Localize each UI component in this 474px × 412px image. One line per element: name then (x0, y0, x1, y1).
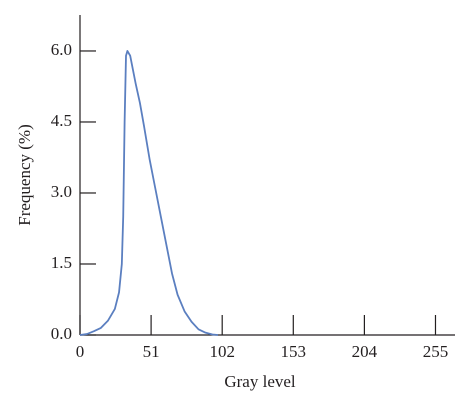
x-axis-label: Gray level (224, 372, 296, 391)
y-tick-label: 0.0 (51, 324, 72, 343)
x-tick-label: 255 (423, 342, 449, 361)
y-tick-label: 3.0 (51, 182, 72, 201)
x-tick-label: 0 (76, 342, 85, 361)
line-series (79, 50, 219, 336)
y-tick-label: 4.5 (51, 111, 72, 130)
x-tick-label: 153 (281, 342, 307, 361)
x-tick-label: 102 (209, 342, 235, 361)
y-tick-label: 6.0 (51, 40, 72, 59)
x-tick-label: 51 (143, 342, 160, 361)
x-tick-label: 204 (352, 342, 378, 361)
y-axis-label: Frequency (%) (15, 124, 34, 226)
y-tick-label: 1.5 (51, 253, 72, 272)
